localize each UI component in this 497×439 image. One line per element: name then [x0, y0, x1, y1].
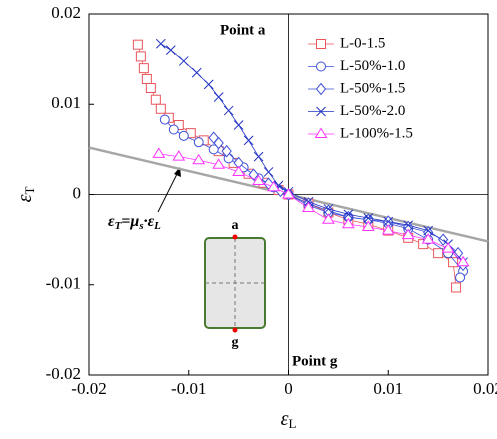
marker	[150, 94, 161, 105]
marker	[252, 174, 265, 185]
x-axis-title: εL	[281, 408, 297, 431]
marker	[401, 228, 415, 240]
equation: εT=μs·εL	[108, 213, 161, 232]
y-tick-label: -0.02	[46, 364, 81, 383]
marker	[213, 136, 224, 150]
point-a-dot	[232, 234, 238, 240]
marker	[213, 92, 224, 102]
x-tick-label: -0.01	[171, 379, 206, 398]
arrow	[157, 171, 179, 213]
marker	[363, 213, 374, 223]
marker	[138, 63, 149, 74]
marker	[203, 79, 214, 90]
marker	[253, 151, 264, 162]
marker	[132, 39, 143, 50]
marker	[322, 213, 335, 224]
equation-sub: s	[138, 220, 143, 232]
marker	[316, 106, 326, 117]
marker	[178, 130, 189, 141]
marker	[323, 204, 334, 214]
y-tick-label: 0.01	[51, 93, 81, 112]
marker	[168, 124, 179, 135]
marker	[361, 220, 375, 231]
marker	[451, 282, 462, 293]
marker	[456, 255, 470, 267]
inset-label: a	[232, 218, 239, 233]
marker	[212, 158, 226, 169]
legend-label: L-0-1.5	[340, 35, 385, 51]
y-tick-label: 0.02	[51, 3, 81, 22]
point-g-dot	[232, 327, 238, 333]
legend-label: L-50%-1.0	[340, 58, 405, 74]
series-line	[160, 43, 464, 263]
marker	[437, 233, 449, 246]
marker	[267, 180, 280, 192]
marker	[314, 127, 328, 138]
equation-sub: T	[115, 220, 123, 232]
marker	[421, 233, 435, 244]
marker	[208, 144, 219, 155]
annotation: Point g	[292, 353, 338, 369]
marker	[243, 135, 254, 146]
marker	[452, 246, 464, 260]
series-line	[137, 44, 457, 288]
marker	[343, 209, 354, 220]
marker	[192, 153, 206, 165]
marker	[263, 167, 274, 177]
marker	[282, 188, 295, 199]
equation-part: ·ε	[144, 213, 155, 230]
legend-label: L-50%-2.0	[340, 103, 405, 119]
y-axis-title-main: ε	[14, 194, 36, 202]
x-tick-label: 0.01	[373, 379, 403, 398]
y-axis-title: εT	[14, 187, 37, 203]
equation-sub: L	[153, 220, 161, 232]
marker	[165, 45, 176, 55]
marker	[403, 220, 414, 231]
y-tick-label: -0.01	[46, 274, 81, 293]
marker	[316, 39, 326, 49]
marker	[383, 216, 394, 227]
marker	[448, 257, 459, 268]
marker	[433, 248, 444, 259]
specimen-inset: a g	[204, 218, 266, 350]
x-tick-label: 0	[284, 379, 293, 398]
marker	[155, 38, 166, 49]
equation-part: =μ	[121, 213, 139, 230]
equation-part: ε	[108, 213, 115, 230]
marker	[455, 272, 466, 283]
marker	[302, 201, 315, 213]
marker	[159, 114, 170, 125]
marker	[341, 217, 355, 229]
y-tick-label: 0	[73, 183, 82, 202]
x-axis-title-sub: L	[288, 416, 296, 431]
annotation: Point a	[220, 22, 266, 38]
marker	[381, 224, 395, 235]
x-tick-label: -0.02	[71, 379, 106, 398]
marker	[191, 67, 202, 78]
marker	[145, 83, 156, 94]
x-axis-title-main: ε	[281, 408, 289, 430]
legend-label: L-50%-1.5	[340, 80, 405, 96]
x-tick-label: 0.02	[473, 379, 497, 398]
marker	[172, 150, 186, 161]
marker	[141, 73, 152, 84]
marker	[423, 225, 434, 236]
marker	[135, 51, 146, 62]
marker	[316, 61, 326, 72]
marker	[152, 147, 166, 158]
marker	[233, 120, 244, 130]
marker	[315, 82, 327, 96]
inset-label: g	[232, 335, 239, 350]
marker	[232, 165, 246, 176]
marker	[155, 103, 166, 114]
y-axis-title-sub: T	[22, 187, 37, 195]
legend-label: L-100%-1.5	[340, 125, 413, 141]
marker	[441, 242, 455, 253]
marker	[223, 105, 234, 116]
marker	[178, 56, 189, 66]
marker	[221, 144, 232, 158]
marker	[193, 137, 204, 148]
